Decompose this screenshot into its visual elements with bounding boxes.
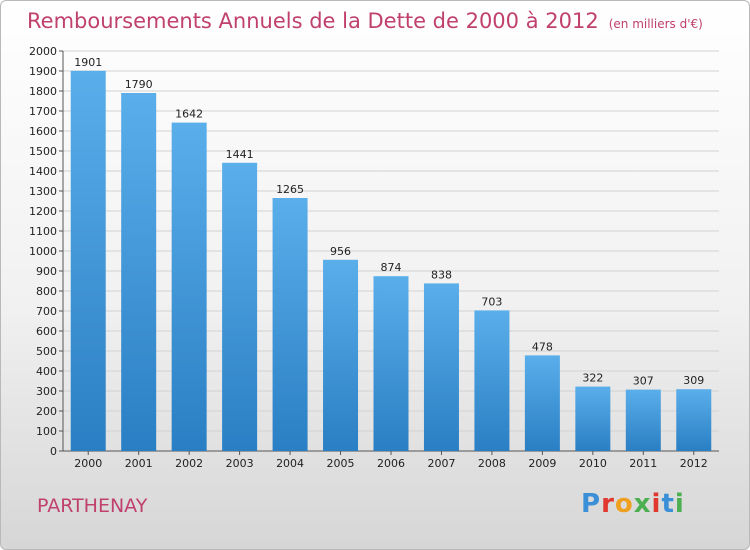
proxiti-logo: Proxiti xyxy=(581,489,685,519)
x-tick-label: 2004 xyxy=(276,457,304,470)
value-label-2001: 1790 xyxy=(125,78,153,91)
labels: 2000 1901 2001 1790 2002 1642 2003 1441 2004 1265… xyxy=(74,56,708,470)
y-tick-label: 500 xyxy=(36,345,57,358)
y-tick-label: 1200 xyxy=(29,205,57,218)
y-tick-label: 1600 xyxy=(29,125,57,138)
y-tick-label: 1300 xyxy=(29,185,57,198)
y-tick-label: 600 xyxy=(36,325,57,338)
value-label-2004: 1265 xyxy=(276,183,304,196)
y-tick-label: 1100 xyxy=(29,225,57,238)
bar-2000 xyxy=(70,70,106,452)
value-label-2005: 956 xyxy=(330,245,351,258)
y-tick-label: 1000 xyxy=(29,245,57,258)
y-tick-label: 2000 xyxy=(29,45,57,58)
logo-letter: i xyxy=(651,489,662,519)
value-label-2012: 309 xyxy=(683,374,704,387)
axes: 0 100 200 300 400 500 600 700 800 900 1000 1100 1200… xyxy=(29,45,719,458)
value-label-2007: 838 xyxy=(431,268,452,281)
x-tick-label: 2008 xyxy=(478,457,506,470)
bar-2003 xyxy=(222,162,258,452)
y-tick-label: 0 xyxy=(50,445,57,458)
y-tick-label: 300 xyxy=(36,385,57,398)
value-label-2003: 1441 xyxy=(226,148,254,161)
logo-letter: r xyxy=(601,489,615,519)
bar-2005 xyxy=(323,259,359,451)
y-tick-label: 1700 xyxy=(29,105,57,118)
logo-letter: x xyxy=(633,489,652,519)
bar-2010 xyxy=(575,386,611,451)
bar-2012 xyxy=(676,389,712,451)
logo-letter: P xyxy=(581,489,602,519)
chart-title: Remboursements Annuels de la Dette de 20… xyxy=(27,9,703,33)
x-tick-label: 2006 xyxy=(377,457,405,470)
chart-unit: (en milliers d'€) xyxy=(608,17,703,31)
x-tick-label: 2002 xyxy=(175,457,203,470)
y-tick-label: 1800 xyxy=(29,85,57,98)
logo-letter: o xyxy=(614,489,634,519)
x-tick-label: 2003 xyxy=(226,457,254,470)
y-tick-label: 800 xyxy=(36,285,57,298)
bar-2007 xyxy=(423,283,459,451)
logo-letter: i xyxy=(674,489,685,519)
value-label-2008: 703 xyxy=(481,295,502,308)
bars xyxy=(70,70,712,452)
y-tick-label: 100 xyxy=(36,425,57,438)
value-label-2006: 874 xyxy=(381,261,402,274)
chart-title-text: Remboursements Annuels de la Dette de 20… xyxy=(27,9,599,33)
x-tick-label: 2010 xyxy=(579,457,607,470)
y-tick-label: 900 xyxy=(36,265,57,278)
x-tick-label: 2001 xyxy=(125,457,153,470)
bar-2011 xyxy=(625,389,661,451)
y-tick-label: 700 xyxy=(36,305,57,318)
y-tick-label: 200 xyxy=(36,405,57,418)
x-tick-label: 2005 xyxy=(327,457,355,470)
bar-2006 xyxy=(373,276,409,451)
y-tick-label: 1500 xyxy=(29,145,57,158)
bar-2009 xyxy=(524,355,560,451)
place-name: PARTHENAY xyxy=(37,495,148,517)
x-tick-label: 2011 xyxy=(629,457,657,470)
x-tick-label: 2007 xyxy=(427,457,455,470)
value-label-2009: 478 xyxy=(532,340,553,353)
x-tick-label: 2000 xyxy=(74,457,102,470)
y-tick-label: 1900 xyxy=(29,65,57,78)
bar-2008 xyxy=(474,310,510,451)
value-label-2000: 1901 xyxy=(74,56,102,69)
logo-letter: t xyxy=(661,489,675,519)
y-tick-label: 400 xyxy=(36,365,57,378)
value-label-2002: 1642 xyxy=(175,108,203,121)
y-tick-label: 1400 xyxy=(29,165,57,178)
bar-2002 xyxy=(171,122,207,451)
value-label-2010: 322 xyxy=(582,372,603,385)
bar-2001 xyxy=(121,93,157,451)
x-tick-label: 2012 xyxy=(680,457,708,470)
value-label-2011: 307 xyxy=(633,375,654,388)
bar-2004 xyxy=(272,198,308,451)
x-tick-label: 2009 xyxy=(528,457,556,470)
